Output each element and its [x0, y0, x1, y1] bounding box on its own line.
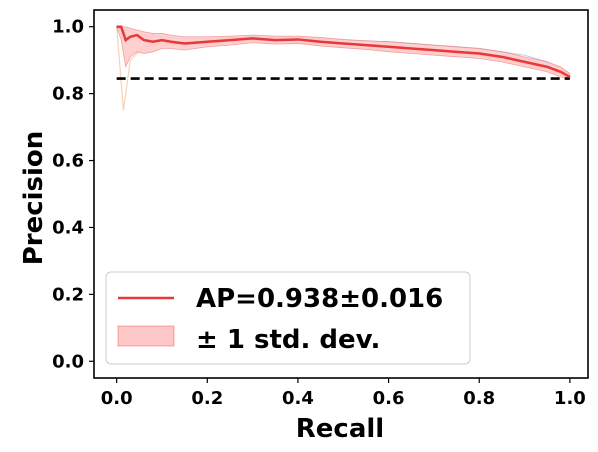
y-tick-label: 0.2: [52, 284, 84, 305]
plot-data-layer: [116, 25, 571, 111]
x-tick-label: 0.6: [373, 388, 405, 409]
axis-ticks: 0.0 0.2 0.4 0.6 0.8 1.0 0.0 0.2 0.4 0.6 0.8 1.0: [52, 17, 586, 409]
y-tick-label: 1.0: [52, 17, 84, 38]
y-tick-label: 0.0: [52, 351, 84, 372]
mean-pr-curve: [116, 25, 571, 79]
plot-frame: [93, 9, 589, 379]
legend-mean-label: AP=0.938±0.016: [196, 284, 443, 314]
legend-band-swatch: [117, 325, 175, 347]
legend-band-label: ± 1 std. dev.: [196, 325, 380, 355]
legend-box: [105, 271, 471, 365]
x-tick-label: 0.0: [101, 388, 133, 409]
std-dev-band: [116, 26, 571, 80]
y-tick-label: 0.6: [52, 151, 84, 172]
y-axis-label: Precision: [19, 131, 49, 266]
x-axis-label: Recall: [296, 414, 384, 444]
x-tick-label: 0.2: [191, 388, 223, 409]
x-tick-label: 0.4: [282, 388, 314, 409]
x-tick-label: 1.0: [554, 388, 586, 409]
y-tick-label: 0.4: [52, 217, 84, 238]
x-tick-label: 0.8: [463, 388, 495, 409]
y-tick-label: 0.8: [52, 84, 84, 105]
legend: AP=0.938±0.016 ± 1 std. dev.: [105, 271, 471, 365]
